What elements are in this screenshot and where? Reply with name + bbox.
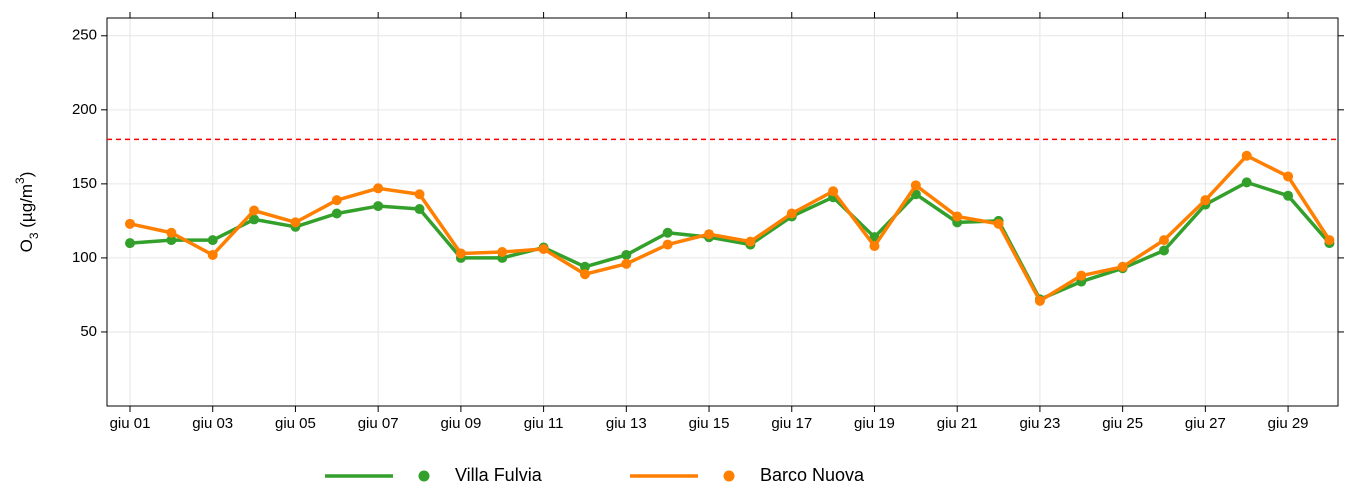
data-point — [579, 261, 590, 272]
data-point — [414, 189, 425, 200]
data-point — [621, 258, 632, 269]
data-point — [497, 246, 508, 257]
x-tick-label: giu 25 — [1102, 415, 1143, 432]
y-label-mid: (µg/m — [17, 184, 36, 233]
data-point — [745, 236, 756, 247]
x-tick-label: giu 13 — [606, 415, 647, 432]
y-tick-label: 50 — [80, 323, 97, 340]
data-point — [166, 227, 177, 238]
x-tick-label: giu 23 — [1019, 415, 1060, 432]
plot-frame — [106, 17, 1339, 407]
data-point — [662, 239, 673, 250]
data-point — [1283, 171, 1294, 182]
x-tick-label: giu 05 — [275, 415, 316, 432]
data-point — [414, 204, 425, 215]
x-tick-label: giu 27 — [1185, 415, 1226, 432]
x-tick-label: giu 03 — [192, 415, 233, 432]
series-line — [129, 180, 1331, 302]
data-point — [1159, 245, 1169, 256]
data-point — [166, 235, 177, 246]
x-tick-label: giu 01 — [110, 415, 151, 432]
data-point — [910, 180, 921, 191]
y-tick-label: 100 — [72, 249, 97, 266]
y-axis-label: O3 (µg/m3) — [13, 172, 41, 253]
data-point — [290, 217, 301, 228]
x-tick-label: giu 21 — [937, 415, 978, 432]
y-label-sub: 3 — [27, 232, 41, 239]
data-point — [1241, 150, 1252, 161]
data-point — [331, 208, 342, 219]
data-point — [1200, 195, 1211, 206]
y-tick-label: 250 — [72, 27, 97, 44]
data-point — [1324, 235, 1335, 246]
x-tick-label: giu 17 — [771, 415, 812, 432]
x-tick-label: giu 09 — [440, 415, 481, 432]
data-point — [952, 211, 963, 222]
data-point — [1283, 190, 1294, 201]
legend-dot — [723, 470, 735, 482]
legend-label: Barco Nuova — [760, 465, 865, 485]
data-point — [207, 249, 218, 260]
data-point — [828, 186, 839, 197]
data-point — [249, 214, 260, 225]
y-label-end: ) — [17, 172, 36, 178]
data-point — [786, 208, 797, 219]
y-label-sup: 3 — [13, 177, 27, 184]
data-point — [869, 241, 880, 252]
data-point — [125, 238, 135, 249]
data-point — [993, 218, 1004, 229]
data-point — [538, 244, 549, 255]
y-label-base: O — [17, 239, 36, 252]
data-point — [621, 249, 632, 260]
series-line — [129, 153, 1331, 303]
data-point — [455, 248, 466, 259]
data-point — [373, 201, 384, 212]
data-point — [1034, 295, 1045, 306]
y-tick-label: 150 — [72, 175, 97, 192]
data-point — [207, 235, 218, 246]
legend-dot — [418, 470, 430, 482]
x-tick-label: giu 29 — [1268, 415, 1309, 432]
data-point — [662, 227, 673, 238]
data-point — [1117, 261, 1128, 272]
x-tick-label: giu 07 — [358, 415, 399, 432]
data-point — [331, 195, 342, 206]
data-point — [579, 269, 590, 280]
legend-label: Villa Fulvia — [455, 465, 543, 485]
data-point — [1241, 177, 1252, 188]
x-tick-label: giu 15 — [689, 415, 730, 432]
data-point — [1159, 235, 1169, 246]
x-tick-label: giu 19 — [854, 415, 895, 432]
data-point — [125, 218, 135, 229]
data-point — [704, 229, 715, 240]
data-point — [1076, 270, 1087, 281]
data-point — [373, 183, 384, 194]
data-point — [249, 205, 260, 216]
y-tick-label: 200 — [72, 101, 97, 118]
x-tick-label: giu 11 — [524, 415, 564, 432]
